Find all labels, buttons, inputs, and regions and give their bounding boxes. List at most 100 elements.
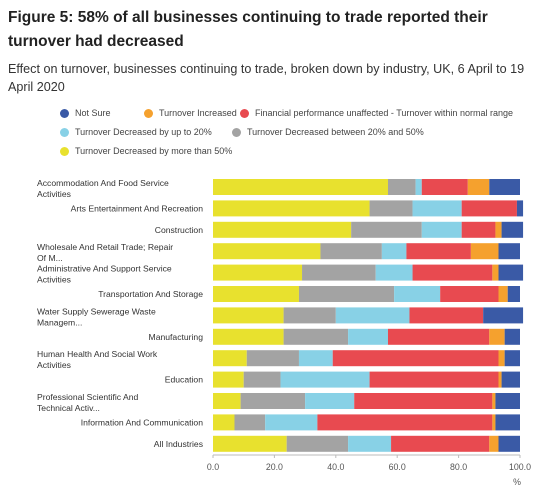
legend-item-turnover-increased[interactable]: Turnover Increased: [144, 108, 237, 118]
bar-segment: [320, 243, 382, 260]
bar-segment: [461, 200, 517, 217]
bar-segment: [415, 179, 422, 195]
legend-item-not-sure[interactable]: Not Sure: [60, 108, 111, 118]
bar-segment: [213, 200, 370, 217]
legend-item-decreased-20-50[interactable]: Turnover Decreased between 20% and 50%: [232, 127, 424, 137]
bar-segment: [213, 350, 247, 367]
bar-segment: [498, 435, 520, 452]
bar-segment: [467, 179, 490, 195]
bar-segment: [409, 307, 484, 324]
bar-segment: [387, 328, 490, 345]
bar-segment: [302, 264, 376, 281]
bar-segment: [495, 221, 502, 238]
bar-segment: [213, 393, 241, 409]
bar-segment: [507, 286, 520, 302]
bar-segment: [351, 221, 422, 238]
x-tick-label: 40.0: [327, 462, 344, 472]
bar-segment: [213, 221, 352, 238]
chart-subtitle: Effect on turnover, businesses continuin…: [8, 62, 525, 94]
category-label: Wholesale And Retail Trade; Repair Of M..…: [37, 242, 173, 263]
bar-segment: [504, 350, 520, 367]
bar-segment: [213, 328, 284, 345]
legend-swatch: [240, 108, 249, 118]
bar-segment: [504, 328, 520, 345]
legend-item-decreased-more-than-50[interactable]: Turnover Decreased by more than 50%: [60, 146, 232, 156]
bar-segment: [369, 200, 413, 217]
x-axis-label: %: [513, 477, 521, 487]
category-label: Water Supply Sewerage Waste Managem...: [37, 306, 156, 327]
bar-segment: [298, 350, 333, 367]
bar-segment: [516, 200, 524, 217]
bar-segment: [483, 307, 524, 324]
legend-item-unaffected[interactable]: Financial performance unaffected - Turno…: [240, 108, 513, 118]
x-tick-label: 60.0: [389, 462, 406, 472]
bar-segment: [213, 371, 244, 388]
category-label: Administrative And Support Service Activi…: [37, 264, 172, 285]
category-label: Construction: [155, 225, 203, 235]
category-label: Manufacturing: [149, 332, 204, 342]
bar-segment: [348, 328, 388, 345]
legend-label: Turnover Decreased by more than 50%: [75, 146, 233, 156]
legend-swatch: [60, 127, 69, 137]
legend-swatch: [144, 108, 153, 118]
bar-segment: [283, 307, 336, 324]
bar-segment: [501, 221, 524, 238]
bar-segment: [421, 221, 462, 238]
bar-segment: [501, 371, 520, 388]
bar-segment: [298, 286, 395, 302]
bar-segment: [498, 286, 508, 302]
bar-segment: [391, 435, 490, 452]
legend-label: Financial performance unaffected - Turno…: [255, 108, 513, 118]
bar-segment: [489, 179, 520, 195]
legend-swatch: [60, 108, 69, 118]
bar-segment: [246, 350, 299, 367]
bar-segment: [470, 243, 499, 260]
category-label: Information And Communication: [81, 417, 204, 427]
bar-segment: [492, 393, 496, 409]
bar-segment: [286, 435, 349, 452]
x-tick-label: 80.0: [450, 462, 467, 472]
category-label: Accommodation And Food Service Activities: [37, 178, 169, 199]
bar-segment: [335, 307, 410, 324]
bar-segment: [234, 414, 266, 431]
bar-segment: [243, 371, 281, 388]
bar-segment: [498, 350, 505, 367]
legend-item-decreased-up-to-20[interactable]: Turnover Decreased by up to 20%: [60, 127, 212, 137]
bar-segment: [332, 350, 499, 367]
bar-segment: [305, 393, 355, 409]
x-tick-label: 20.0: [266, 462, 283, 472]
bar-segment: [280, 371, 370, 388]
legend-label: Turnover Decreased between 20% and 50%: [247, 127, 424, 137]
bar-segment: [421, 179, 468, 195]
bar-segment: [498, 264, 524, 281]
bar-segment: [406, 243, 471, 260]
legend-label: Not Sure: [75, 108, 111, 118]
x-tick-label: 100.0: [509, 462, 531, 472]
bar-segment: [387, 179, 416, 195]
bar-segment: [213, 307, 284, 324]
chart-title: Figure 5: 58% of all businesses continui…: [8, 9, 488, 50]
bar-segment: [213, 286, 299, 302]
bar-segment: [412, 200, 462, 217]
bar-segment: [495, 414, 520, 431]
bar-segment: [213, 243, 321, 260]
bar-segment: [240, 393, 306, 409]
bar-segment: [213, 179, 388, 195]
category-label: All Industries: [154, 439, 203, 449]
category-label: Education: [165, 375, 203, 385]
bar-segment: [461, 221, 496, 238]
bar-segment: [317, 414, 493, 431]
bar-segment: [489, 435, 499, 452]
legend-label: Turnover Decreased by up to 20%: [75, 127, 212, 137]
bar-segment: [492, 414, 496, 431]
category-label: Arts Entertainment And Recreation: [71, 203, 204, 213]
bar-segment: [213, 414, 235, 431]
bar-segment: [394, 286, 441, 302]
bar-segment: [369, 371, 499, 388]
bar-segment: [213, 264, 303, 281]
legend-label: Turnover Increased: [159, 108, 237, 118]
bar-segment: [283, 328, 349, 345]
category-label: Professional Scientific And Technical Act…: [37, 392, 138, 413]
bar-segment: [498, 371, 502, 388]
